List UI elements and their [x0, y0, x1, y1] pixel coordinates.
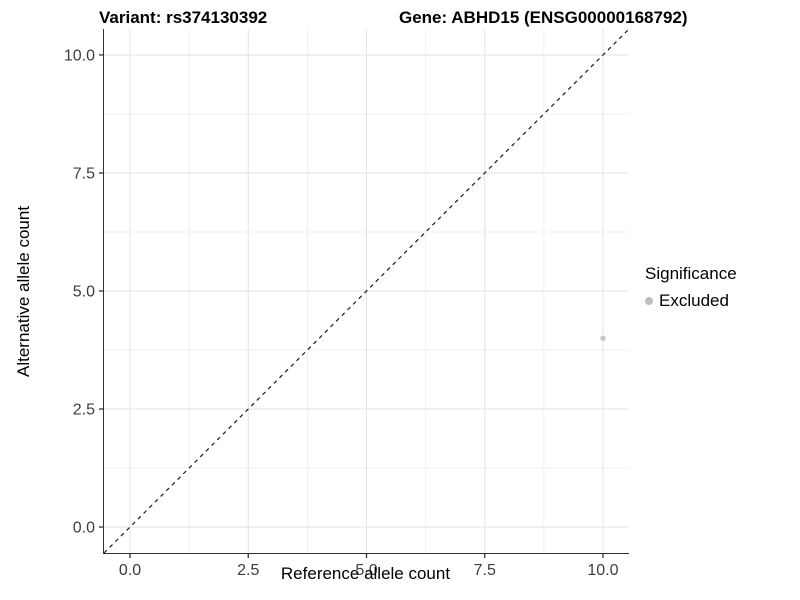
y-axis-title: Alternative allele count	[14, 205, 33, 377]
y-tick-label: 10.0	[64, 47, 95, 64]
data-point	[600, 335, 606, 341]
legend-item-label: Excluded	[659, 291, 729, 310]
x-tick-label: 2.5	[237, 562, 259, 579]
x-axis-title: Reference allele count	[280, 564, 451, 583]
legend-item-excluded: Excluded	[645, 291, 737, 311]
plot-panel: 0.0 2.5 5.0 7.5 10.0 0.0 2.5 5.0 7.5 10.0	[64, 28, 630, 579]
x-tick-label: 10.0	[587, 562, 618, 579]
legend-title: Significance	[645, 264, 737, 283]
plot-area-svg: 0.0 2.5 5.0 7.5 10.0 0.0 2.5 5.0 7.5 10.0	[64, 28, 630, 579]
variant-title: Variant: rs374130392	[99, 8, 268, 27]
identity-line	[103, 28, 630, 554]
legend: Significance Excluded	[645, 264, 737, 311]
x-tick-label: 0.0	[119, 562, 141, 579]
x-tick-label: 5.0	[355, 562, 377, 579]
x-tick-label: 7.5	[474, 562, 496, 579]
y-tick-label: 2.5	[73, 402, 95, 419]
gene-title: Gene: ABHD15 (ENSG00000168792)	[399, 8, 688, 27]
y-tick-label: 5.0	[73, 284, 95, 301]
legend-point-swatch	[645, 297, 653, 305]
y-tick-label: 0.0	[73, 520, 95, 537]
y-tick-label: 7.5	[73, 165, 95, 182]
